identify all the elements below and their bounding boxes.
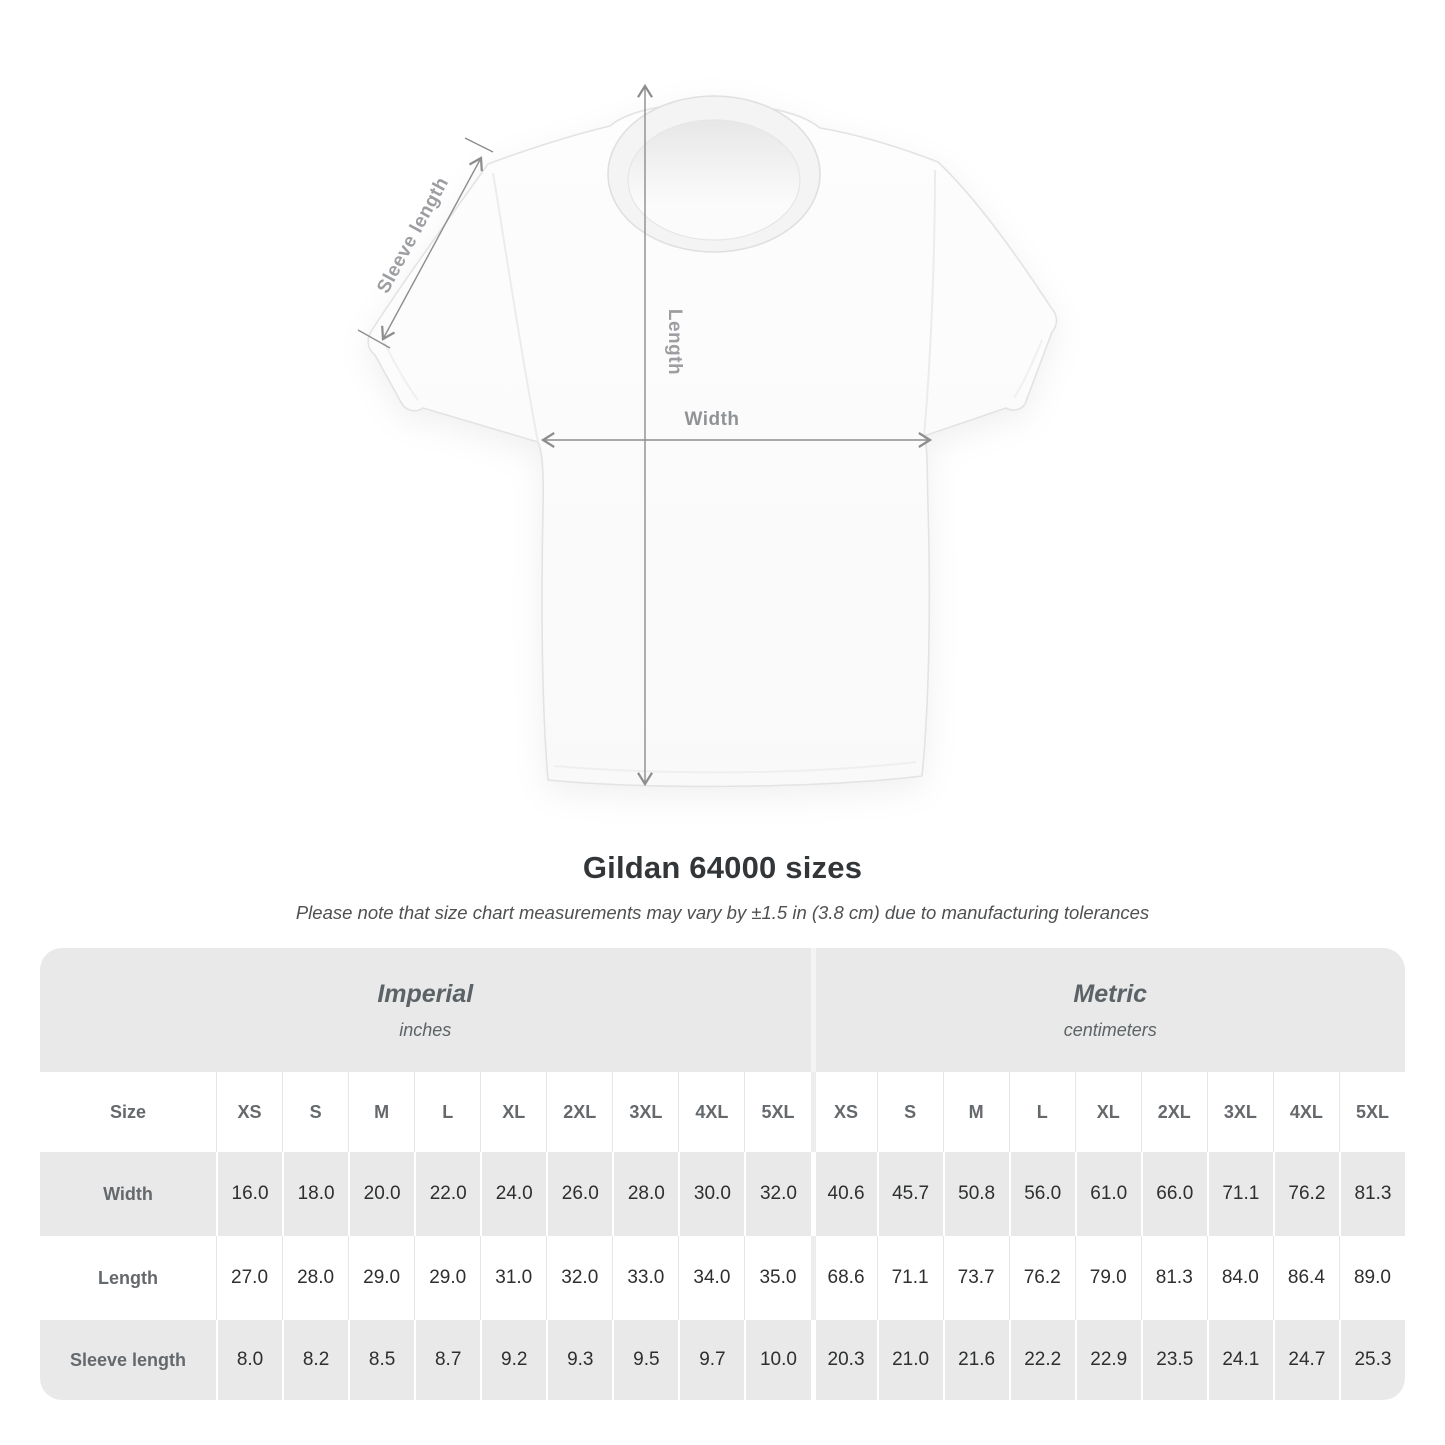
size-col-header: 3XL: [1206, 1072, 1273, 1152]
metric-title: Metric: [1073, 979, 1148, 1008]
size-col-header: XS: [810, 1072, 877, 1152]
table-row-width: Width 16.0 18.0 20.0 22.0 24.0 26.0 28.0…: [40, 1152, 1405, 1236]
value-cell: 9.3: [546, 1320, 612, 1400]
value-cell: 84.0: [1206, 1236, 1273, 1320]
value-cell: 24.7: [1272, 1320, 1339, 1400]
value-cell: 18.0: [282, 1152, 348, 1236]
size-table: Imperial inches Metric centimeters Size …: [40, 948, 1405, 1400]
value-cell: 20.0: [348, 1152, 414, 1236]
value-cell: 66.0: [1140, 1152, 1207, 1236]
size-header-row: Size XS S M L XL 2XL 3XL 4XL 5XL XS S M …: [40, 1072, 1405, 1152]
tshirt-collar: [607, 95, 821, 253]
size-col-header: L: [414, 1072, 480, 1152]
row-label: Length: [98, 1267, 158, 1288]
value-cell: 68.6: [810, 1236, 877, 1320]
value-cell: 24.1: [1206, 1320, 1273, 1400]
page-title: Gildan 64000 sizes: [582, 850, 863, 885]
size-col-header: 4XL: [1272, 1072, 1339, 1152]
row-label: Sleeve length: [69, 1349, 187, 1370]
value-cell: 45.7: [876, 1152, 943, 1236]
width-label: Width: [684, 409, 739, 430]
size-col-header: 3XL: [612, 1072, 678, 1152]
value-cell: 25.3: [1338, 1320, 1405, 1400]
value-cell: 76.2: [1008, 1236, 1075, 1320]
value-cell: 56.0: [1008, 1152, 1075, 1236]
value-cell: 29.0: [348, 1236, 414, 1320]
value-cell: 8.2: [282, 1320, 348, 1400]
sleeve-length-arrow: [357, 137, 494, 349]
value-cell: 20.3: [810, 1320, 877, 1400]
tshirt-image: Sleeve length Length Width: [357, 83, 1058, 788]
value-cell: 81.3: [1140, 1236, 1207, 1320]
value-cell: 28.0: [612, 1152, 678, 1236]
size-col-header: L: [1008, 1072, 1075, 1152]
value-cell: 8.0: [216, 1320, 282, 1400]
value-cell: 29.0: [414, 1236, 480, 1320]
value-cell: 22.2: [1008, 1320, 1075, 1400]
size-col-header: XL: [1074, 1072, 1141, 1152]
value-cell: 71.1: [1206, 1152, 1273, 1236]
value-cell: 89.0: [1338, 1236, 1405, 1320]
value-cell: 32.0: [546, 1236, 612, 1320]
size-col-header: 2XL: [1140, 1072, 1207, 1152]
value-cell: 34.0: [678, 1236, 744, 1320]
table-row-length: Length 27.0 28.0 29.0 29.0 31.0 32.0 33.…: [40, 1236, 1405, 1320]
size-col-header: 5XL: [1338, 1072, 1405, 1152]
value-cell: 76.2: [1272, 1152, 1339, 1236]
size-col-header: M: [348, 1072, 414, 1152]
tshirt-measurement-figure: Sleeve length Length Width: [352, 78, 1072, 808]
size-col-header: S: [282, 1072, 348, 1152]
value-cell: 61.0: [1074, 1152, 1141, 1236]
value-cell: 9.7: [678, 1320, 744, 1400]
value-cell: 22.9: [1074, 1320, 1141, 1400]
length-label: Length: [664, 309, 685, 375]
value-cell: 9.5: [612, 1320, 678, 1400]
imperial-title: Imperial: [377, 979, 474, 1008]
size-col-header: S: [876, 1072, 943, 1152]
value-cell: 21.0: [876, 1320, 943, 1400]
value-cell: 28.0: [282, 1236, 348, 1320]
row-label: Width: [103, 1183, 153, 1204]
value-cell: 8.5: [348, 1320, 414, 1400]
value-cell: 9.2: [480, 1320, 546, 1400]
value-cell: 21.6: [942, 1320, 1009, 1400]
size-column-title: Size: [109, 1101, 147, 1122]
value-cell: 81.3: [1338, 1152, 1405, 1236]
metric-header: Metric centimeters: [810, 948, 1406, 1072]
metric-unit: centimeters: [1063, 1019, 1157, 1040]
value-cell: 27.0: [216, 1236, 282, 1320]
size-col-header: 5XL: [744, 1072, 810, 1152]
size-col-header: XL: [480, 1072, 546, 1152]
unit-header-row: Imperial inches Metric centimeters: [40, 948, 1405, 1072]
value-cell: 33.0: [612, 1236, 678, 1320]
value-cell: 31.0: [480, 1236, 546, 1320]
value-cell: 30.0: [678, 1152, 744, 1236]
size-col-header: 2XL: [546, 1072, 612, 1152]
value-cell: 26.0: [546, 1152, 612, 1236]
tolerance-note: Please note that size chart measurements…: [295, 902, 1150, 923]
size-col-header: XS: [216, 1072, 282, 1152]
value-cell: 79.0: [1074, 1236, 1141, 1320]
value-cell: 8.7: [414, 1320, 480, 1400]
imperial-header: Imperial inches: [40, 948, 811, 1072]
value-cell: 23.5: [1140, 1320, 1207, 1400]
size-col-header: 4XL: [678, 1072, 744, 1152]
value-cell: 22.0: [414, 1152, 480, 1236]
value-cell: 35.0: [744, 1236, 810, 1320]
size-col-header: M: [942, 1072, 1009, 1152]
value-cell: 10.0: [744, 1320, 810, 1400]
value-cell: 24.0: [480, 1152, 546, 1236]
tshirt-silhouette: [367, 95, 1058, 788]
value-cell: 50.8: [942, 1152, 1009, 1236]
table-row-sleeve-length: Sleeve length 8.0 8.2 8.5 8.7 9.2 9.3 9.…: [40, 1320, 1405, 1400]
value-cell: 73.7: [942, 1236, 1009, 1320]
value-cell: 40.6: [810, 1152, 877, 1236]
value-cell: 86.4: [1272, 1236, 1339, 1320]
value-cell: 16.0: [216, 1152, 282, 1236]
value-cell: 71.1: [876, 1236, 943, 1320]
value-cell: 32.0: [744, 1152, 810, 1236]
imperial-unit: inches: [399, 1019, 452, 1040]
